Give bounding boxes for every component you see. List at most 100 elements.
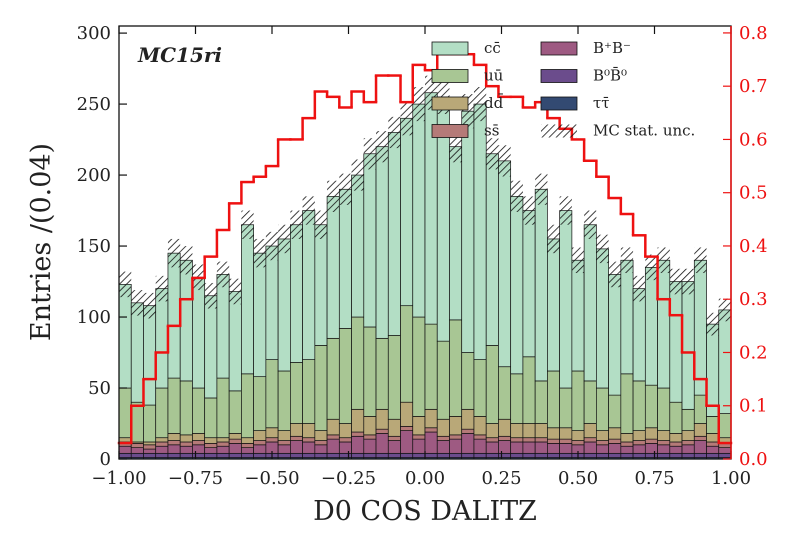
bar-segment (277, 444, 291, 454)
bar-segment (216, 452, 230, 458)
error-band (241, 210, 254, 239)
bar-segment (155, 452, 169, 458)
bar-segment (644, 452, 658, 458)
bar-segment (693, 435, 707, 441)
bar-segment (534, 441, 548, 454)
bar-segment (290, 224, 303, 363)
y2-tick-label: 0.6 (739, 129, 768, 150)
bar-segment (559, 438, 573, 444)
bar-segment (669, 433, 683, 443)
bar-segment (473, 103, 487, 360)
bar-segment (314, 440, 328, 446)
bar-segment (583, 452, 597, 458)
bar-segment (412, 416, 426, 436)
bar-segment (400, 117, 414, 307)
error-band (633, 275, 646, 302)
bar-segment (693, 394, 707, 424)
bar-segment (632, 444, 646, 454)
error-band (131, 290, 144, 316)
bar-segment (559, 427, 573, 440)
error-band (682, 268, 695, 295)
y-tick-label: 150 (77, 236, 111, 257)
bar-segment (167, 440, 181, 446)
y-tick-label: 50 (88, 378, 111, 399)
error-band (669, 268, 683, 295)
bar-segment (338, 441, 352, 454)
bar-segment (326, 196, 340, 339)
bar-segment (228, 452, 242, 458)
bar-segment (522, 452, 536, 458)
bar-segment (608, 452, 622, 458)
bar-segment (510, 441, 524, 454)
bar-segment (228, 433, 242, 440)
bar-segment (351, 408, 365, 433)
bar-segment (485, 437, 499, 443)
bar-segment (338, 328, 352, 424)
bar-segment (155, 387, 169, 439)
bar-segment (620, 441, 634, 447)
bar-segment (363, 326, 377, 417)
bar-segment (228, 291, 242, 392)
x-tick-label: 0.25 (481, 468, 521, 489)
bar-segment (669, 452, 683, 458)
bar-segment (669, 401, 683, 434)
bar-segment (449, 434, 463, 440)
bar-segment (620, 433, 634, 443)
bar-segment (387, 132, 401, 336)
bar-segment (632, 430, 646, 441)
legend-swatch (540, 69, 578, 83)
bar-segment (253, 376, 267, 431)
bar-segment (290, 452, 303, 458)
bar-segment (644, 438, 658, 444)
bar-segment (179, 434, 193, 443)
bar-segment (143, 305, 157, 406)
bar-segment (351, 435, 365, 454)
y2-tick-label: 0.8 (739, 23, 768, 44)
bar-segment (130, 443, 144, 448)
y-tick-label: 300 (77, 23, 111, 44)
error-band (278, 224, 291, 254)
bar-segment (351, 431, 365, 437)
bar-segment (510, 437, 524, 443)
legend-swatch (541, 124, 577, 138)
bar-segment (302, 210, 316, 360)
bar-segment (363, 452, 377, 458)
bar-segment (387, 418, 401, 437)
bar-segment (547, 427, 560, 440)
bar-segment (510, 423, 524, 439)
bar-segment (290, 435, 303, 441)
bar-segment (632, 380, 646, 431)
bar-segment (351, 174, 365, 318)
bar-segment (314, 345, 328, 431)
bar-segment (608, 274, 622, 396)
bar-segment (498, 366, 512, 420)
bar-segment (547, 370, 560, 429)
bar-segment (290, 423, 303, 437)
bar-segment (400, 430, 414, 454)
legend-label: ττ̄ (593, 94, 610, 112)
legend-swatch (540, 96, 578, 111)
bar-segment (547, 452, 560, 458)
x-tick-label: 0.75 (634, 468, 674, 489)
bar-segment (461, 408, 475, 430)
bar-segment (204, 447, 218, 454)
bar-segment (204, 295, 218, 399)
bar-segment (118, 387, 132, 439)
y2-tick-label: 0.3 (739, 289, 768, 310)
bar-segment (461, 452, 475, 458)
bar-segment (608, 427, 622, 440)
bar-segment (204, 437, 218, 444)
y2-tick-label: 0.0 (739, 449, 768, 470)
bar-segment (118, 284, 132, 389)
bar-segment (167, 433, 181, 441)
bar-segment (253, 452, 267, 458)
bar-segment (644, 266, 658, 386)
bar-segment (681, 408, 695, 431)
bar-segment (534, 452, 548, 458)
bar-segment (510, 452, 524, 458)
bar-segment (375, 452, 389, 458)
bar-segment (473, 416, 487, 436)
bar-segment (424, 452, 438, 458)
bar-segment (155, 288, 169, 389)
bar-segment (632, 288, 646, 382)
